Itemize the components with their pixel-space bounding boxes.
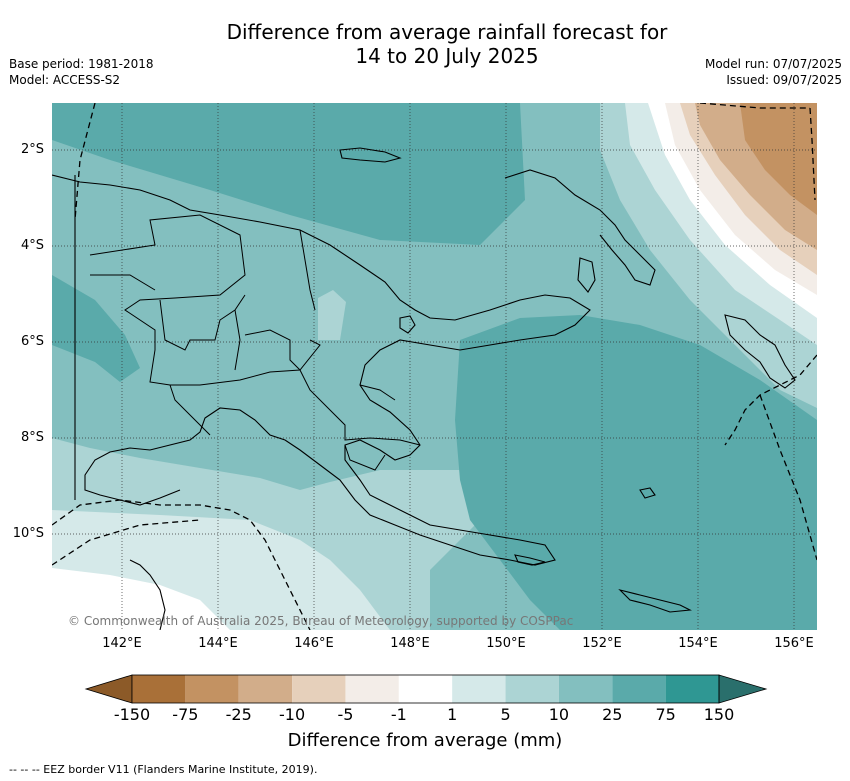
coastlines: [52, 147, 796, 630]
colorbar-tick-label: -150: [113, 705, 151, 724]
lon-tick-label: 154°E: [678, 636, 718, 651]
colorbar-tick-label: 10: [548, 705, 570, 724]
model-run: Model run: 07/07/2025: [704, 57, 842, 71]
colorbar-outline: [131, 674, 720, 704]
colorbar-extend-low: [84, 674, 133, 704]
colorbar-segment: [558, 675, 613, 703]
lat-tick-label: 6°S: [20, 334, 44, 349]
colorbar-tick-label: 25: [602, 705, 623, 724]
lon-tick-label: 150°E: [486, 636, 526, 651]
lon-tick-label: 156°E: [774, 636, 814, 651]
meta-left: Base period: 1981-2018 Model: ACCESS-S2: [9, 56, 154, 88]
colorbar-segment: [665, 675, 719, 703]
colorbar-tick-label: 75: [655, 705, 676, 724]
colorbar-segment: [398, 675, 453, 703]
lon-tick-label: 142°E: [102, 636, 142, 651]
colorbar-segment: [132, 675, 186, 703]
meta-right: Model run: 07/07/2025 Issued: 09/07/2025: [705, 56, 842, 88]
colorbar-segment: [505, 675, 559, 703]
colorbar-extend-high: [718, 674, 768, 704]
issued-date: Issued: 09/07/2025: [726, 73, 842, 87]
colorbar-tick-label: 150: [703, 705, 735, 724]
band-5-10-patch: [318, 290, 346, 340]
colorbar-segment: [452, 675, 506, 703]
title-line-1: Difference from average rainfall forecas…: [226, 20, 668, 44]
base-period: Base period: 1981-2018: [9, 57, 154, 71]
colorbar-tick-label: -5: [337, 705, 354, 724]
map-title: Difference from average rainfall forecas…: [0, 20, 850, 68]
copyright-notice: © Commonwealth of Australia 2025, Bureau…: [68, 614, 574, 628]
lat-tick-label: 2°S: [20, 142, 44, 157]
band-25-75-north: [52, 103, 525, 245]
model-name: Model: ACCESS-S2: [9, 73, 121, 87]
colorbar-tick-label: -10: [279, 705, 306, 724]
colorbar-tick-label: 5: [500, 705, 511, 724]
colorbar-tick-label: 1: [447, 705, 458, 724]
band-25-75-east: [455, 315, 817, 630]
band-neg25-neg75: [740, 103, 817, 215]
colorbar-segment: [238, 675, 293, 703]
band-neutral-south: [52, 568, 230, 630]
lat-tick-label: 4°S: [20, 238, 44, 253]
colorbar-tick-label: -75: [172, 705, 199, 724]
colorbar-tick-label: -25: [225, 705, 252, 724]
colorbar-segment: [612, 675, 666, 703]
colorbar-title: Difference from average (mm): [287, 730, 563, 751]
map-frame: [52, 103, 817, 630]
colorbar-segment: [345, 675, 399, 703]
colorbar-tick-label: -1: [390, 705, 407, 724]
colorbar-segment: [292, 675, 346, 703]
colorbar: [84, 674, 768, 704]
lon-tick-label: 148°E: [390, 636, 430, 651]
graticule: [52, 103, 817, 630]
eez-legend: -- -- -- EEZ border V11 (Flanders Marine…: [9, 763, 318, 776]
lat-tick-label: 8°S: [20, 430, 44, 445]
colorbar-segment: [185, 675, 239, 703]
band-25-75-west: [52, 275, 140, 382]
eez-borders: [52, 103, 817, 630]
lon-tick-label: 144°E: [198, 636, 238, 651]
lat-tick-label: 10°S: [12, 526, 44, 541]
lon-tick-label: 152°E: [582, 636, 622, 651]
lon-tick-label: 146°E: [294, 636, 334, 651]
title-line-2: 14 to 20 July 2025: [355, 44, 539, 68]
province-borders: [89, 214, 421, 471]
